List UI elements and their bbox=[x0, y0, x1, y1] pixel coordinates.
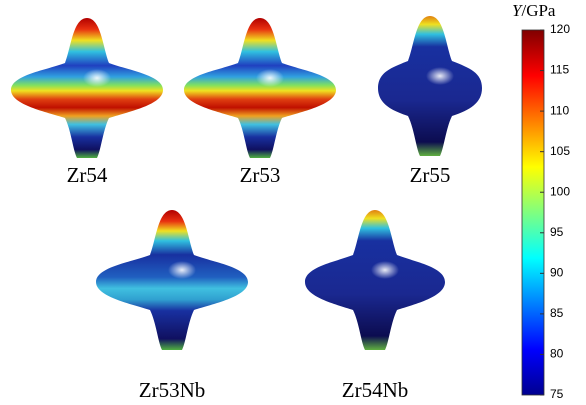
highlight bbox=[256, 69, 284, 87]
tick-label: 120 bbox=[550, 22, 570, 36]
tick-label: 100 bbox=[550, 184, 570, 198]
highlight bbox=[426, 67, 454, 85]
panel-label: Zr54Nb bbox=[342, 378, 409, 402]
tick-label: 115 bbox=[550, 63, 569, 77]
tick-label: 80 bbox=[550, 347, 564, 361]
surface bbox=[96, 210, 248, 350]
panel-label: Zr53Nb bbox=[139, 378, 206, 402]
surface-body bbox=[11, 18, 163, 158]
surface-body bbox=[96, 210, 248, 350]
tick-label: 110 bbox=[550, 103, 569, 117]
surface bbox=[378, 16, 482, 156]
surface-body bbox=[305, 210, 445, 350]
tick-label: 75 bbox=[550, 387, 564, 401]
tick-label: 90 bbox=[550, 266, 564, 280]
colorbar-symbol: Y bbox=[512, 1, 523, 20]
surfaces bbox=[11, 16, 482, 350]
colorbar bbox=[521, 29, 545, 396]
surface bbox=[184, 18, 336, 158]
surface-body bbox=[378, 16, 482, 156]
surface bbox=[305, 210, 445, 350]
highlight bbox=[83, 69, 111, 87]
highlight bbox=[371, 261, 399, 279]
tick-label: 85 bbox=[550, 306, 564, 320]
panel-label: Zr54 bbox=[67, 163, 108, 187]
panel-label: Zr53 bbox=[240, 163, 281, 187]
surface-body bbox=[184, 18, 336, 158]
tick-label: 105 bbox=[550, 144, 570, 158]
surface bbox=[11, 18, 163, 158]
tick-label: 95 bbox=[550, 225, 564, 239]
colorbar-ticks: 75 80 85 90 95 100 105 110 115 120 bbox=[540, 22, 570, 401]
panel-labels: Zr54 Zr53 Zr55 Zr53Nb Zr54Nb bbox=[67, 163, 451, 402]
panel-label: Zr55 bbox=[410, 163, 451, 187]
highlight bbox=[168, 261, 196, 279]
colorbar-title: Y/GPa bbox=[512, 1, 556, 20]
colorbar-unit: /GPa bbox=[521, 1, 555, 20]
